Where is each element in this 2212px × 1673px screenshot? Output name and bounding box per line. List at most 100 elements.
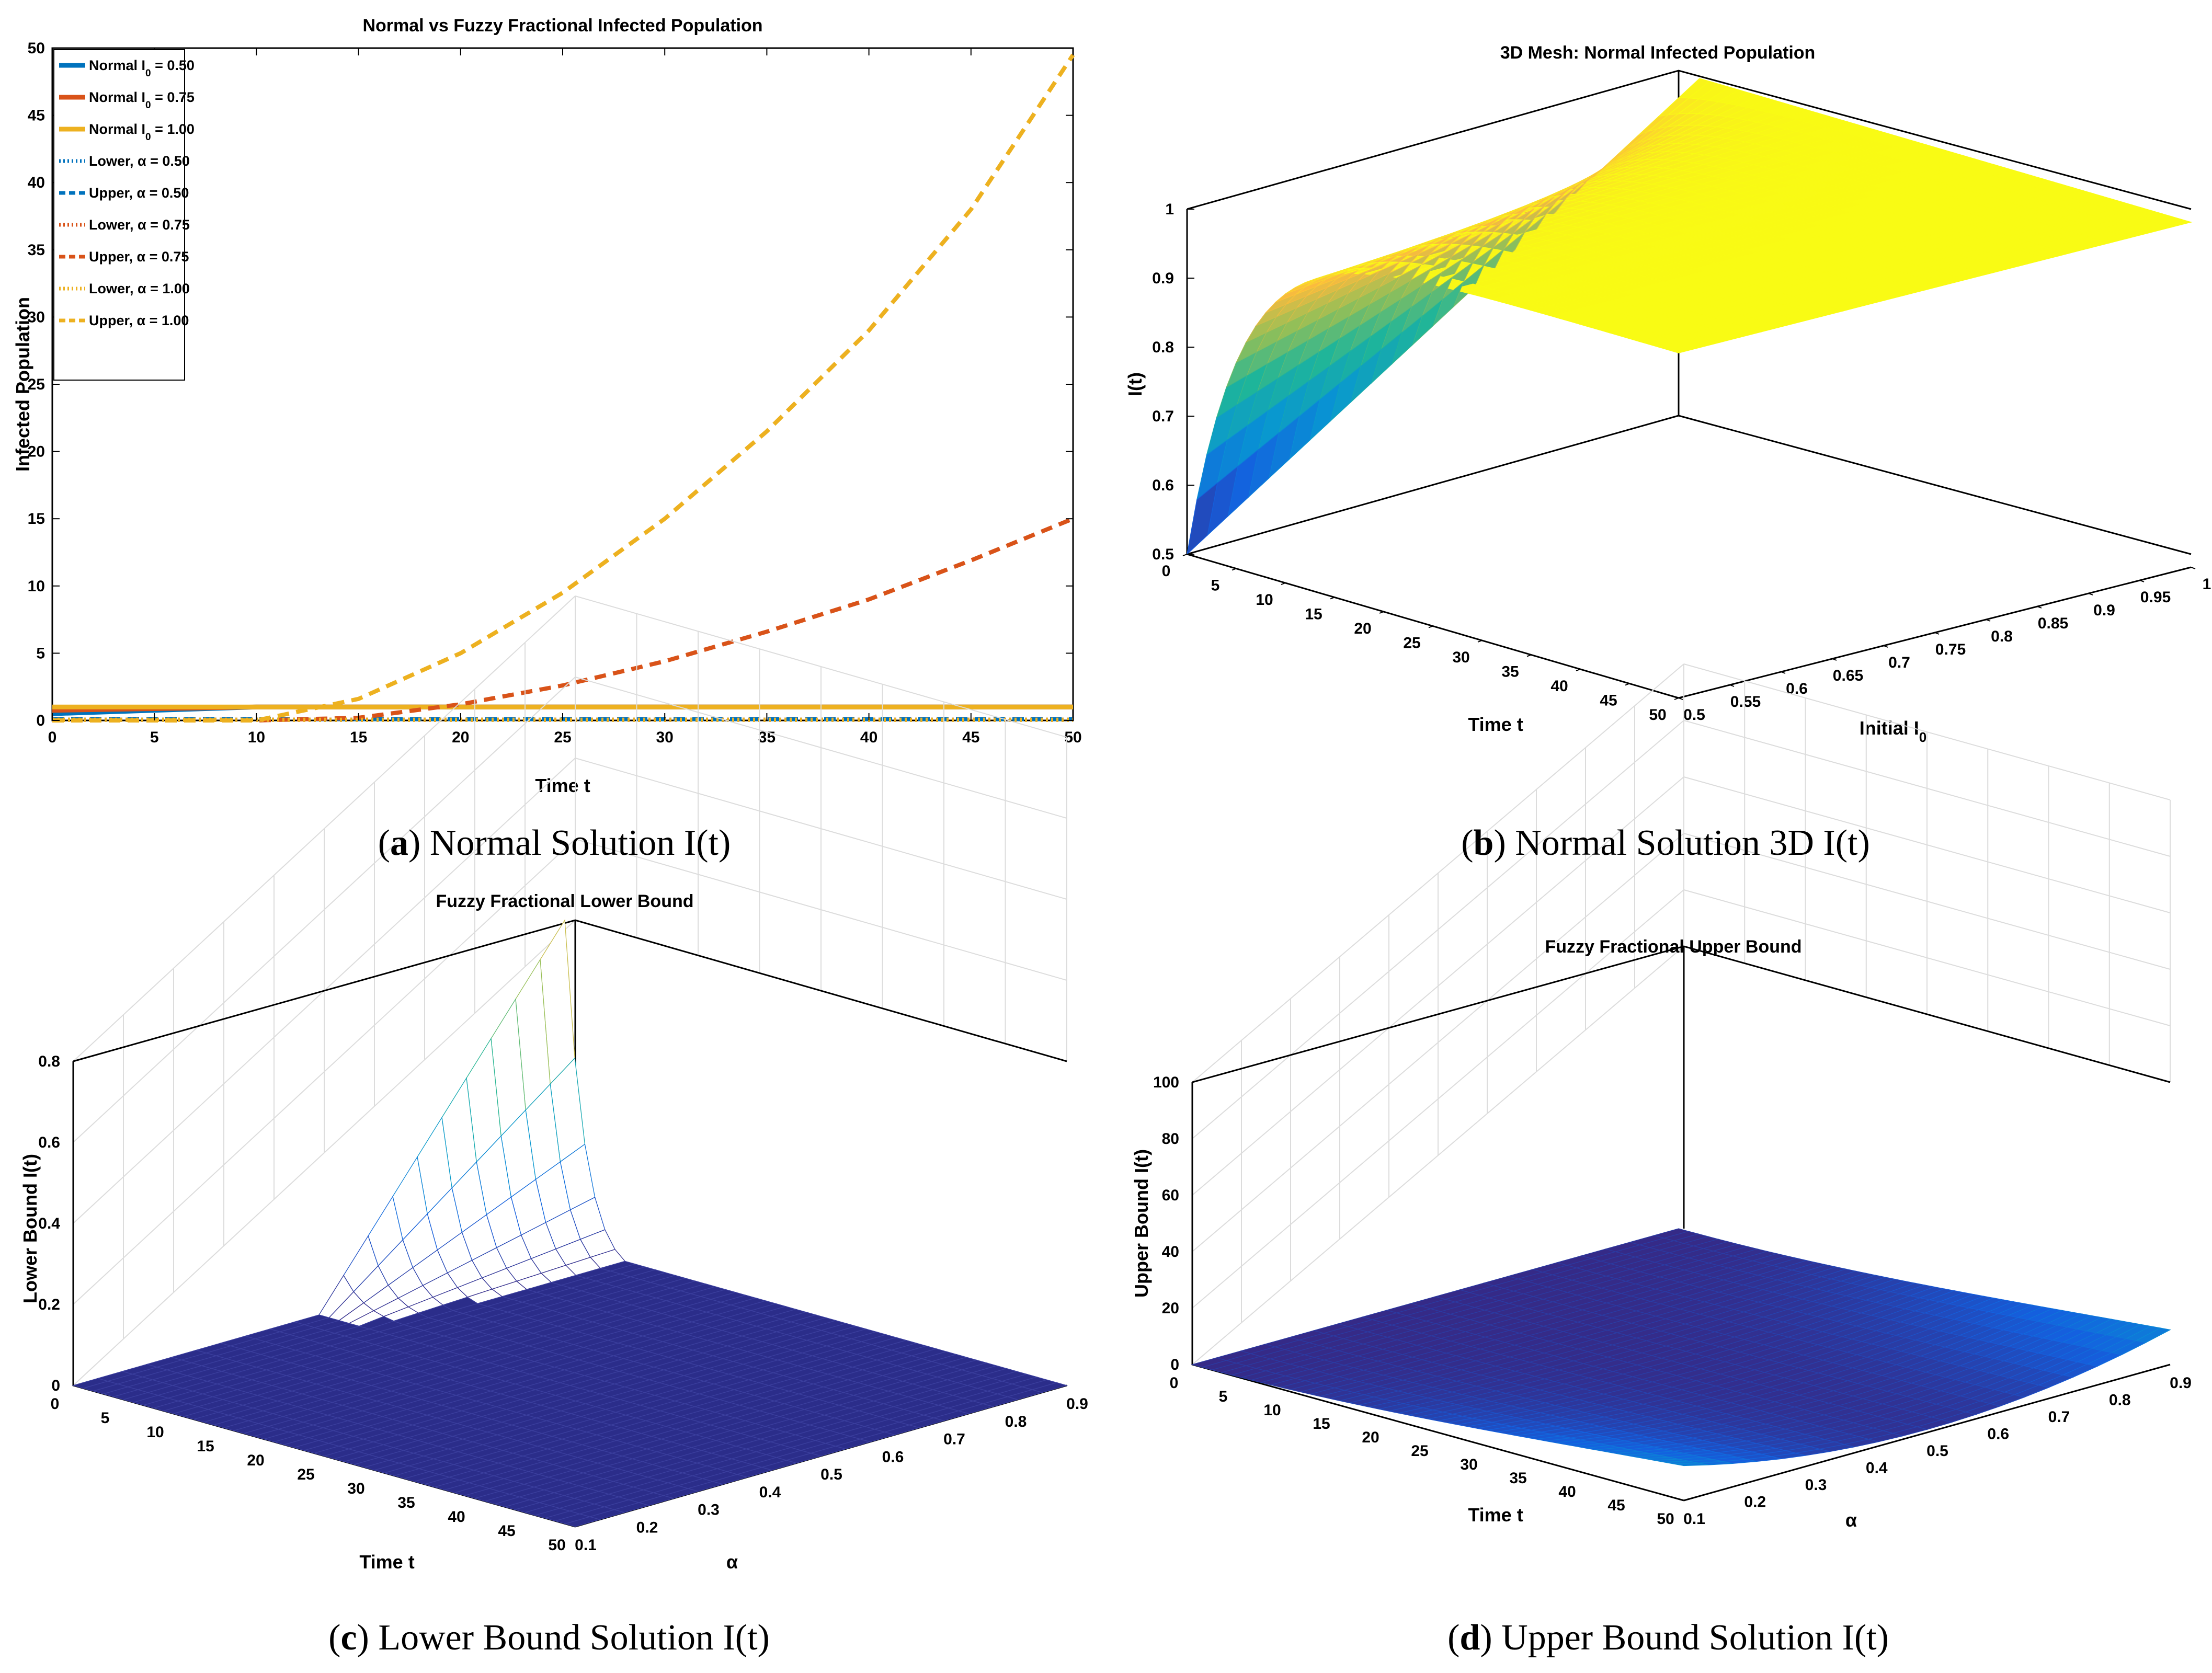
legend-label-0: Normal I0 = 0.50 bbox=[89, 58, 195, 79]
x-tick-label: 15 bbox=[1313, 1415, 1330, 1433]
legend-label-suffix: = 0.50 bbox=[151, 58, 195, 73]
x-tick-label: 30 bbox=[347, 1480, 364, 1497]
panel-d-grid bbox=[1192, 663, 2171, 1365]
z-tick-label: 0.6 bbox=[1152, 477, 1174, 494]
panel-a-y-label: Infected Population bbox=[12, 297, 33, 472]
legend-label-sub: 0 bbox=[145, 132, 151, 143]
z-tick-label: 40 bbox=[1162, 1243, 1179, 1261]
z-tick-label: 0.8 bbox=[38, 1053, 60, 1070]
y-tick-label: 0.55 bbox=[1730, 693, 1761, 711]
x-tick-mark bbox=[1330, 597, 1335, 600]
x-tick-label: 45 bbox=[962, 729, 979, 746]
panel-a-x-ticks: 0 5 10 15 20 25 30 35 40 45 50 bbox=[48, 48, 1082, 746]
y-tick-label: 0 bbox=[36, 712, 45, 729]
x-tick-label: 50 bbox=[1649, 706, 1666, 724]
legend-label-name: Normal I bbox=[89, 89, 145, 105]
panel-d-x-label: Time t bbox=[1468, 1504, 1523, 1526]
z-tick-label: 0.7 bbox=[1152, 408, 1174, 425]
x-tick-label: 35 bbox=[397, 1494, 415, 1511]
x-tick-label: 25 bbox=[1403, 635, 1420, 652]
panel-b-z-label: I(t) bbox=[1124, 372, 1146, 396]
y-tick-mark bbox=[2088, 593, 2093, 595]
y-tick-label: 0.8 bbox=[1991, 628, 2013, 645]
y-tick-label: 0.9 bbox=[2170, 1374, 2192, 1392]
y-tick-label: 0.4 bbox=[759, 1484, 781, 1501]
x-tick-mark bbox=[1674, 697, 1679, 700]
y-tick-mark bbox=[2139, 580, 2145, 582]
panel-b-x-label: Time t bbox=[1468, 714, 1523, 735]
panel-b-y-ticks: 0.5 0.55 0.6 0.65 0.7 0.75 0.8 0.85 0.9 0.95 1 bbox=[1678, 567, 2211, 724]
y-tick-label: 0.65 bbox=[1833, 667, 1863, 684]
panel-a-plot-frame bbox=[51, 47, 1074, 721]
legend-label-8: Upper, α = 1.00 bbox=[89, 313, 189, 328]
x-tick-label: 20 bbox=[1354, 620, 1371, 637]
panel-d-z-label: Upper Bound I(t) bbox=[1131, 1149, 1152, 1298]
x-tick-mark bbox=[1576, 669, 1581, 671]
panel-c-x-ticks: 0 5 10 15 20 25 30 35 40 45 50 bbox=[51, 1395, 566, 1554]
z-tick-label: 0.4 bbox=[38, 1215, 60, 1232]
panel-c-surface-mesh bbox=[72, 919, 1068, 1527]
z-tick-label: 80 bbox=[1162, 1130, 1179, 1148]
x-tick-label: 25 bbox=[1411, 1442, 1428, 1460]
y-tick-label: 0.5 bbox=[820, 1466, 842, 1483]
legend-label-sub: 0 bbox=[145, 68, 151, 79]
legend-box bbox=[53, 49, 185, 381]
z-tick-label: 100 bbox=[1153, 1074, 1179, 1091]
legend-label-name: Lower, α = 0.75 bbox=[89, 217, 190, 233]
z-tick-label: 0.5 bbox=[1152, 546, 1174, 563]
x-tick-label: 40 bbox=[1558, 1483, 1576, 1500]
caption-c: (c) Lower Bound Solution I(t) bbox=[328, 1618, 770, 1658]
x-tick-mark bbox=[1379, 611, 1384, 614]
surface-cell bbox=[1667, 344, 1701, 353]
panel-a-title: Normal vs Fuzzy Fractional Infected Popu… bbox=[362, 16, 762, 36]
x-tick-mark bbox=[1477, 640, 1483, 643]
x-tick-label: 30 bbox=[1452, 649, 1469, 666]
x-tick-label: 0 bbox=[51, 1395, 60, 1413]
x-tick-label: 5 bbox=[1219, 1388, 1228, 1405]
y-tick-label: 0.7 bbox=[1888, 654, 1910, 671]
z-tick-label: 0.9 bbox=[1152, 270, 1174, 287]
x-tick-label: 10 bbox=[1256, 591, 1273, 609]
x-tick-label: 10 bbox=[248, 729, 265, 746]
x-tick-label: 45 bbox=[1607, 1497, 1625, 1514]
y-tick-mark bbox=[2037, 606, 2042, 609]
x-tick-label: 10 bbox=[146, 1424, 164, 1441]
y-tick-label: 0.3 bbox=[698, 1502, 720, 1519]
caption-d: (d) Upper Bound Solution I(t) bbox=[1447, 1618, 1889, 1658]
legend-label-1: Normal I0 = 0.75 bbox=[89, 89, 195, 111]
y-tick-label: 0.9 bbox=[1066, 1395, 1088, 1413]
z-tick-label: 0.6 bbox=[38, 1134, 60, 1151]
y-tick-label: 0.75 bbox=[1935, 641, 1966, 658]
y-tick-mark bbox=[1781, 671, 1786, 674]
surface-cell bbox=[1187, 482, 1218, 555]
y-tick-label: 0.7 bbox=[943, 1431, 965, 1448]
panel-d-y-label: α bbox=[1845, 1509, 1857, 1531]
y-tick-label: 0.2 bbox=[636, 1519, 658, 1536]
x-tick-label: 35 bbox=[1501, 663, 1519, 681]
y-tick-label: 15 bbox=[28, 510, 45, 528]
x-tick-label: 30 bbox=[1460, 1456, 1477, 1473]
legend-label-name: Normal I bbox=[89, 121, 145, 137]
y-tick-label: 20 bbox=[28, 443, 45, 461]
y-tick-label: 40 bbox=[28, 174, 45, 191]
legend-label-suffix: = 1.00 bbox=[151, 121, 195, 137]
panel-c-z-label: Lower Bound I(t) bbox=[19, 1154, 41, 1303]
z-tick-label: 0 bbox=[1170, 1356, 1179, 1373]
legend-label-suffix: = 0.75 bbox=[151, 89, 195, 105]
y-tick-label: 35 bbox=[28, 242, 45, 259]
y-tick-label: 30 bbox=[28, 308, 45, 326]
caption-a: (a) Normal Solution I(t) bbox=[378, 823, 731, 863]
x-tick-label: 5 bbox=[150, 729, 159, 746]
legend-label-sub: 0 bbox=[145, 100, 151, 111]
legend-label-3: Lower, α = 0.50 bbox=[89, 153, 190, 169]
y-tick-label: 0.8 bbox=[1005, 1413, 1027, 1430]
x-tick-label: 20 bbox=[1362, 1429, 1379, 1446]
y-tick-label: 0.95 bbox=[2140, 589, 2171, 606]
panel-c-z-ticks: 0 0.2 0.4 0.6 0.8 bbox=[38, 1053, 60, 1394]
y-tick-label: 0.1 bbox=[1683, 1510, 1705, 1528]
y-tick-mark bbox=[1986, 619, 1991, 622]
panel-d-title: Fuzzy Fractional Upper Bound bbox=[1545, 937, 1801, 957]
